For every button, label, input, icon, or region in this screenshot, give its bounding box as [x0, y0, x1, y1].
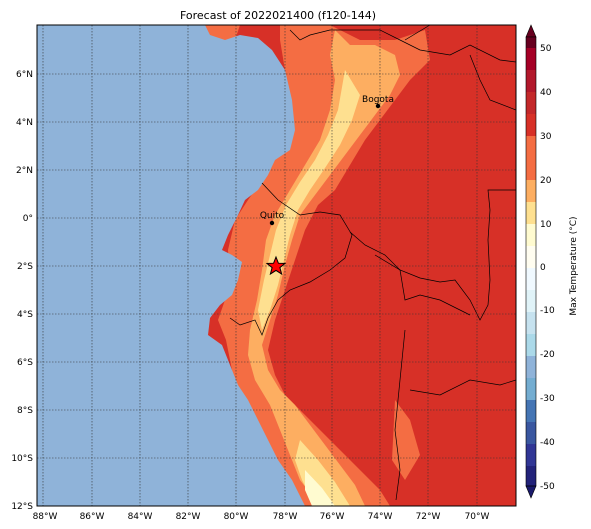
map-frame	[36, 24, 517, 507]
lon-label: 84°W	[128, 512, 153, 522]
lat-label: 10°S	[11, 454, 33, 464]
lon-label: 74°W	[368, 512, 393, 522]
colorbar-tick: -50	[540, 482, 555, 492]
longitude-labels: 88°W 86°W 84°W 82°W 80°W 78°W 76°W 74°W …	[33, 512, 490, 522]
lat-label: 2°N	[16, 166, 33, 176]
colorbar-tick: 0	[540, 263, 546, 273]
city-dot-quito	[269, 220, 275, 226]
lon-label: 82°W	[176, 512, 201, 522]
lat-label: 2°S	[17, 262, 33, 272]
city-label-bogota: Bogota	[362, 95, 394, 105]
colorbar-tick: -30	[540, 394, 555, 404]
star-marker-icon	[265, 255, 287, 276]
lat-label: 4°S	[17, 310, 33, 320]
colorbar-tick: 10	[540, 220, 552, 230]
colorbar-tick: 50	[540, 44, 552, 54]
temp-band-15-20	[258, 70, 360, 330]
gridlines	[37, 25, 516, 506]
lon-label: 80°W	[224, 512, 249, 522]
lon-label: 76°W	[320, 512, 345, 522]
colorbar-tick-labels: 50 40 30 20 10 0 -10 -20 -30 -40 -50	[540, 44, 555, 492]
lon-label: 78°W	[273, 512, 298, 522]
colorbar-tick: 40	[540, 88, 552, 98]
city-dot-bogota	[375, 103, 381, 109]
colorbar-bottom-arrow	[525, 485, 537, 499]
lon-label: 88°W	[33, 512, 58, 522]
lat-label: 8°S	[17, 406, 33, 416]
colorbar-tick: -40	[540, 438, 555, 448]
map-title: Forecast of 2022021400 (f120-144)	[180, 9, 376, 22]
lat-label: 12°S	[11, 502, 33, 512]
colorbar-tick: -20	[540, 350, 555, 360]
lat-label: 0°	[23, 214, 33, 224]
lat-label: 6°N	[16, 70, 33, 80]
country-borders	[229, 25, 516, 501]
lon-label: 70°W	[465, 512, 490, 522]
ocean	[37, 25, 305, 506]
lon-label: 86°W	[80, 512, 105, 522]
lon-label: 72°W	[416, 512, 441, 522]
lat-label: 6°S	[17, 358, 33, 368]
colorbar-tick: 20	[540, 176, 552, 186]
colorbar-label: Max Temperature (°C)	[569, 216, 579, 315]
latitude-labels: 6°N 4°N 2°N 0° 2°S 4°S 6°S 8°S 10°S 12°S	[11, 70, 33, 512]
colorbar-tick: -10	[540, 306, 555, 316]
city-label-quito: Quito	[260, 211, 285, 221]
colorbar-top-arrow	[525, 24, 537, 38]
colorbar: 50 40 30 20 10 0 -10 -20 -30 -40 -50 Max…	[525, 24, 579, 499]
temp-band-10-15	[305, 470, 335, 506]
map-area	[37, 25, 516, 506]
colorbar-tick: 30	[540, 132, 552, 142]
lat-label: 4°N	[16, 118, 33, 128]
